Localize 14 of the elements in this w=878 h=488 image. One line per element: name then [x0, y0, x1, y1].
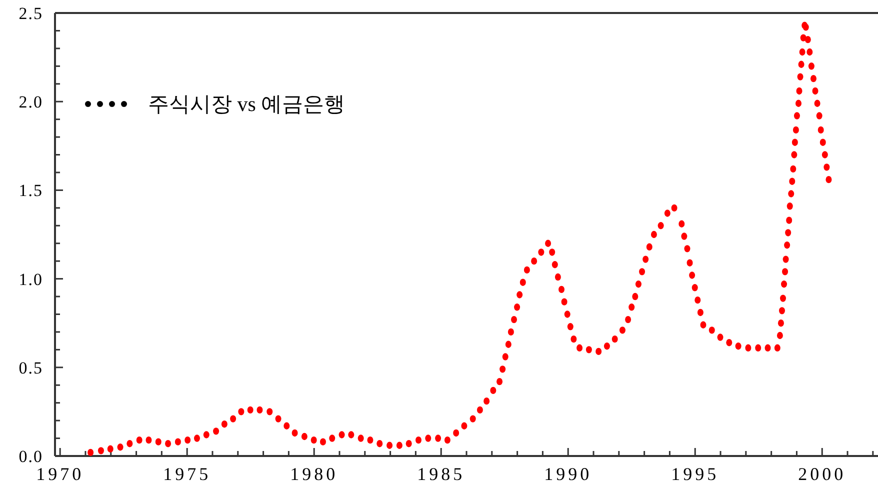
y-tick-label: 2.5 [18, 4, 43, 23]
x-tick-label: 1985 [417, 464, 466, 484]
x-tick-label: 1980 [290, 464, 338, 484]
x-tick-label: 1995 [671, 464, 720, 484]
y-tick-label: 1.5 [18, 181, 43, 200]
y-tick-label: 1.0 [18, 270, 43, 289]
y-tick-label: 2.0 [18, 92, 43, 112]
y-tick-label: 0.0 [18, 447, 43, 466]
x-tick-label: 1970 [36, 464, 84, 484]
x-tick-label: 1975 [163, 464, 212, 484]
y-tick-label: 0.5 [18, 358, 43, 378]
x-tick-label: 2000 [798, 464, 846, 484]
x-tick-label: 1990 [544, 464, 592, 484]
legend: 주식시장 vs 예금은행 [85, 92, 346, 116]
